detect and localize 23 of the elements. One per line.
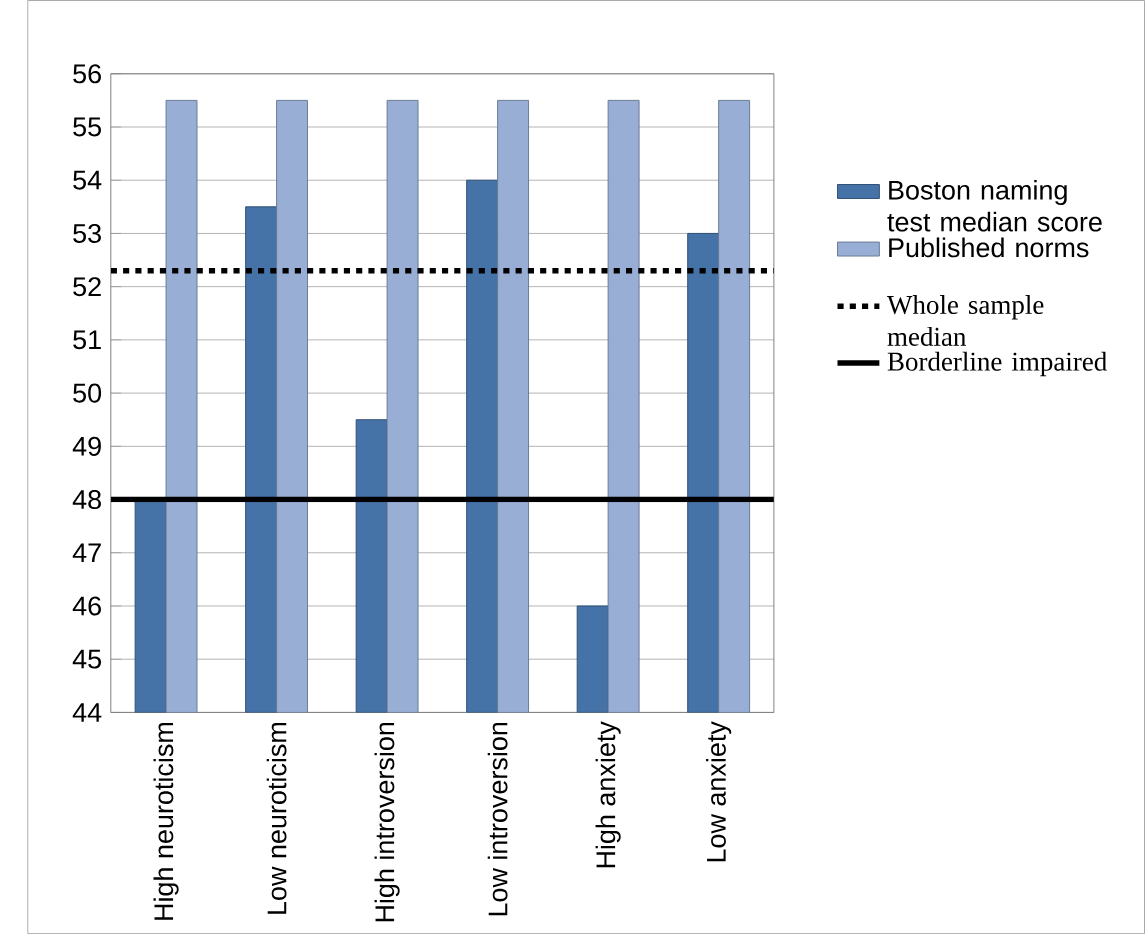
y-tick-label: 49 [72,436,101,456]
legend-label: Published norms [889,237,1089,258]
y-tick-label: 50 [73,383,102,403]
y-tick-label: 52 [73,277,101,297]
y-tick-label: 55 [73,117,101,137]
y-tick-label: 45 [72,649,101,669]
legend-label: Borderline impaired [887,351,1107,377]
x-tick-label: High introversion [374,722,400,922]
y-tick-label: 46 [72,596,101,616]
y-tick-label: 53 [73,223,101,243]
legend-label: Boston naming test median score [887,179,1102,232]
x-tick-label: High neuroticism [153,722,179,920]
x-tick-label: Low neuroticism [266,722,287,914]
x-tick-label: Low anxiety [706,721,732,862]
x-tick-label: Low introversion [487,722,508,916]
y-tick-label: 44 [72,703,102,722]
y-tick-label: 51 [73,330,101,350]
x-tick-label: High anxiety [595,721,621,868]
y-tick-label: 54 [73,170,102,190]
legend-label: Whole sample median [887,294,1044,346]
y-tick-label: 48 [72,489,101,510]
y-tick-label: 56 [73,64,101,84]
y-tick-label: 47 [72,543,101,562]
